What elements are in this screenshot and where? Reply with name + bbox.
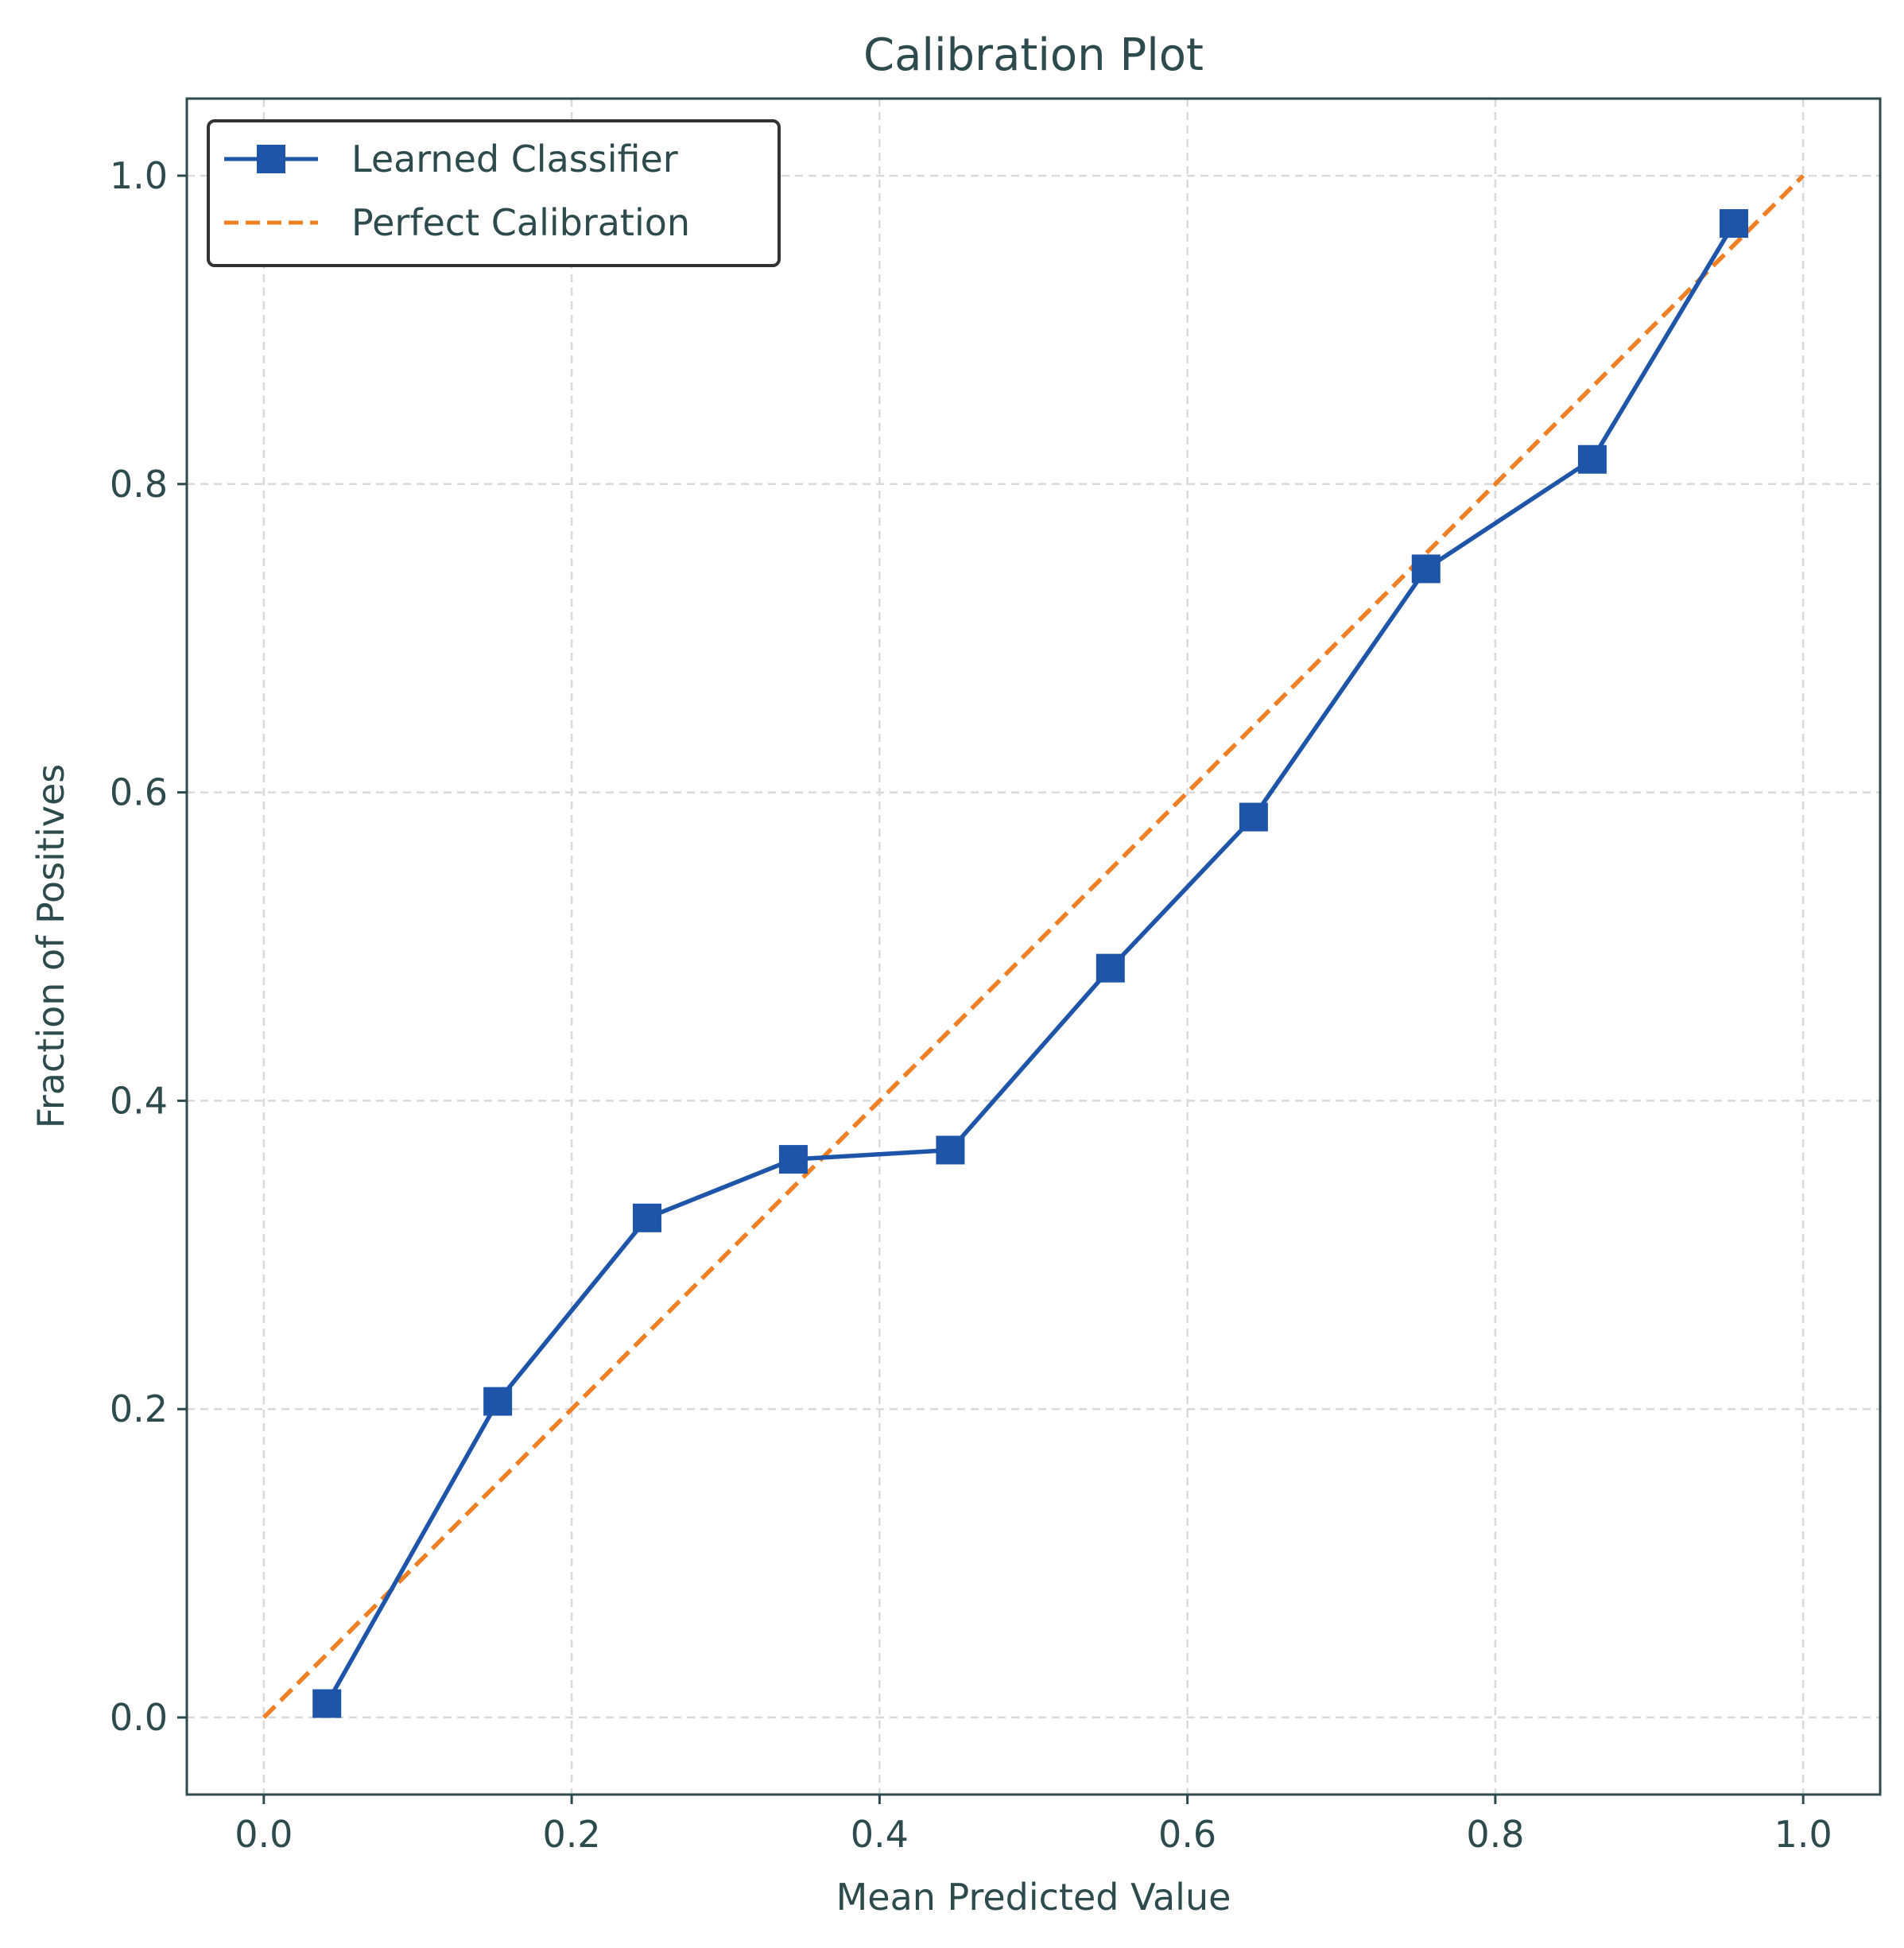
data-point-learned-classifier — [1577, 444, 1607, 474]
data-point-learned-classifier — [1239, 802, 1268, 832]
data-point-learned-classifier — [1720, 209, 1749, 239]
data-point-learned-classifier — [483, 1387, 513, 1416]
x-tick-label: 0.0 — [235, 1813, 293, 1856]
data-point-learned-classifier — [632, 1203, 661, 1232]
legend-label-perfect: Perfect Calibration — [351, 201, 690, 244]
y-tick-label: 1.0 — [110, 154, 168, 197]
plot-frame — [185, 97, 1882, 1796]
grid-lines — [187, 99, 1880, 1795]
legend-learned-marker — [257, 145, 285, 173]
series-layer — [262, 174, 1805, 1719]
ticks: 0.0 0.2 0.4 0.6 0.8 1.0 0.0 0.2 0.4 0.6 0.8 1.0 — [110, 154, 1832, 1856]
chart-title: Calibration Plot — [863, 29, 1204, 81]
y-tick-label: 0.6 — [110, 771, 168, 814]
x-tick-label: 1.0 — [1774, 1813, 1832, 1856]
data-point-learned-classifier — [312, 1689, 342, 1718]
x-tick-label: 0.4 — [851, 1813, 909, 1856]
data-point-learned-classifier — [936, 1135, 965, 1165]
legend-box — [207, 119, 781, 267]
data-point-learned-classifier — [778, 1145, 808, 1174]
data-point-learned-classifier — [1411, 554, 1441, 584]
x-tick-label: 0.2 — [543, 1813, 601, 1856]
y-tick-label: 0.4 — [110, 1079, 168, 1122]
series-line-learned-classifier — [324, 222, 1736, 1705]
legend: Learned Classifier Perfect Calibration — [207, 119, 781, 267]
x-tick-label: 0.6 — [1158, 1813, 1216, 1856]
y-tick-label: 0.0 — [110, 1696, 168, 1739]
x-axis-label: Mean Predicted Value — [836, 1876, 1231, 1919]
y-tick-label: 0.8 — [110, 463, 168, 506]
data-point-learned-classifier — [1095, 953, 1125, 983]
y-tick-label: 0.2 — [110, 1387, 168, 1430]
legend-label-learned: Learned Classifier — [351, 138, 678, 180]
y-axis-label: Fraction of Positives — [29, 764, 72, 1129]
series-line-perfect-calibration — [262, 174, 1805, 1719]
x-tick-label: 0.8 — [1466, 1813, 1524, 1856]
